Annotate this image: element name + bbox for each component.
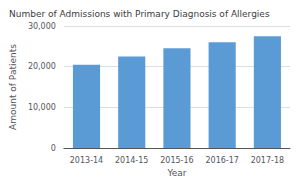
svg-text:Year: Year — [166, 168, 186, 178]
svg-text:0: 0 — [51, 144, 56, 153]
svg-text:2014-15: 2014-15 — [115, 156, 148, 165]
svg-text:Number of Admissions with Prim: Number of Admissions with Primary Diagno… — [9, 9, 270, 19]
svg-text:2013-14: 2013-14 — [70, 156, 103, 165]
svg-text:20,000: 20,000 — [28, 62, 56, 71]
svg-text:2015-16: 2015-16 — [160, 156, 193, 165]
svg-text:2017-18: 2017-18 — [251, 156, 284, 165]
svg-text:2016-17: 2016-17 — [205, 156, 238, 165]
svg-text:10,000: 10,000 — [28, 103, 56, 112]
svg-text:30,000: 30,000 — [28, 22, 56, 31]
svg-text:Amount of Patients: Amount of Patients — [8, 44, 18, 130]
